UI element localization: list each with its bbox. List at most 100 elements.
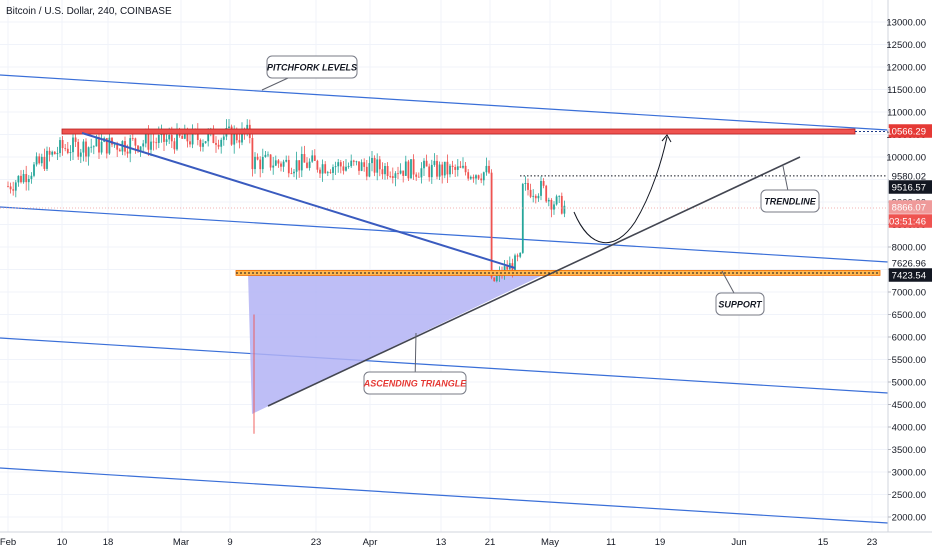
price-tag	[888, 268, 932, 282]
candle-body	[441, 164, 444, 176]
price-tick-label: 2000.00	[892, 512, 926, 523]
candle-body	[267, 154, 269, 156]
callout-label: ASCENDING TRIANGLE	[363, 379, 467, 389]
pitchfork-lines	[0, 74, 889, 524]
candle-body	[147, 133, 150, 150]
price-tag	[888, 214, 932, 228]
candle-body	[22, 174, 25, 183]
candle-body	[436, 160, 438, 177]
candle-body	[454, 166, 457, 170]
candle-body	[170, 135, 173, 142]
time-axis[interactable]: Feb 10 18 Mar 9 23 Apr 13 21 May 11 19 Jun 15 23	[0, 531, 932, 550]
price-axis[interactable]: 13000.00 12500.00 12000.00 11500.00 11000.00…	[886, 0, 932, 550]
candle-body	[514, 255, 516, 271]
candle-body	[191, 130, 194, 145]
candle-body	[347, 166, 350, 167]
callout-label: PITCHFORK LEVELS	[267, 63, 357, 73]
candle-body	[287, 159, 290, 174]
ascending-triangle-shape	[248, 273, 547, 414]
candle-body	[365, 166, 368, 177]
candle-body	[495, 276, 498, 282]
candle-body	[111, 137, 113, 145]
candle-body	[217, 144, 220, 147]
callout-box	[760, 189, 820, 213]
callout-box	[363, 371, 467, 395]
candle-body	[339, 162, 342, 167]
callout-label: TRENDLINE	[764, 197, 816, 207]
candle-body	[165, 139, 168, 142]
candle-body	[560, 195, 563, 214]
candle-body	[397, 173, 399, 175]
price-tick-label: 3500.00	[892, 445, 926, 456]
candle-body	[355, 161, 358, 163]
candle-body	[59, 140, 61, 154]
candle-body	[173, 141, 176, 150]
candle-body	[488, 165, 490, 173]
price-tick-label: 11500.00	[887, 85, 926, 96]
candle-body	[303, 154, 306, 163]
price-tick-label: 6500.00	[892, 310, 926, 321]
candle-body	[61, 140, 64, 149]
candle-body	[394, 173, 397, 178]
price-tick-label: 10000.00	[886, 152, 926, 163]
candle-body	[181, 135, 184, 139]
candle-body	[40, 156, 43, 164]
candle-body	[285, 159, 288, 162]
candle-body	[378, 159, 381, 170]
candle-body	[358, 161, 360, 171]
candle-body	[79, 152, 82, 157]
candle-body	[230, 126, 233, 145]
resistance-level-bar	[61, 128, 856, 135]
candle-body	[72, 137, 74, 153]
candle-body	[449, 165, 451, 175]
time-tick-label: Jun	[731, 537, 746, 548]
candle-body	[482, 172, 485, 181]
candle-body	[90, 146, 93, 148]
candle-body	[433, 160, 436, 165]
candle-body	[371, 157, 373, 164]
price-tick-label: 5000.00	[892, 377, 926, 388]
callout-label: SUPPORT	[718, 300, 763, 310]
candle-body	[256, 156, 259, 160]
candle-body	[27, 178, 30, 183]
candle-body	[555, 196, 558, 205]
candle-body	[235, 130, 238, 141]
candle-body	[144, 133, 147, 144]
candle-body	[345, 166, 347, 171]
price-tag-label: 9516.57	[892, 182, 926, 193]
candle-body	[14, 182, 17, 191]
time-tick-label: May	[541, 537, 559, 548]
callout-box	[266, 55, 358, 79]
projection-arrowhead	[661, 134, 672, 143]
candle-body	[428, 166, 431, 178]
candle-body	[329, 172, 332, 173]
candle-body	[446, 161, 449, 175]
candle-body	[20, 175, 22, 183]
candle-body	[126, 151, 129, 154]
candle-body	[139, 146, 142, 152]
candle-body	[69, 152, 72, 154]
candle-body	[298, 160, 301, 171]
candle-body	[251, 138, 254, 170]
candle-body	[342, 166, 345, 171]
candle-body	[472, 176, 475, 179]
candle-body	[196, 131, 199, 140]
candle-body	[30, 175, 33, 179]
candle-body	[215, 142, 217, 145]
candle-body	[493, 277, 496, 282]
candle-body	[74, 137, 77, 142]
ascending-trendline	[267, 156, 801, 407]
candle-body	[410, 159, 412, 179]
candle-body	[477, 175, 480, 179]
candle-body	[282, 161, 285, 167]
candle-body	[202, 143, 204, 147]
candle-body	[373, 157, 376, 173]
candle-body	[490, 172, 493, 278]
candle-body	[12, 189, 15, 191]
candle-body	[550, 199, 553, 210]
candle-body	[485, 165, 488, 173]
candle-body	[131, 138, 134, 139]
candle-body	[459, 166, 462, 168]
time-tick-label: 13	[436, 537, 447, 548]
